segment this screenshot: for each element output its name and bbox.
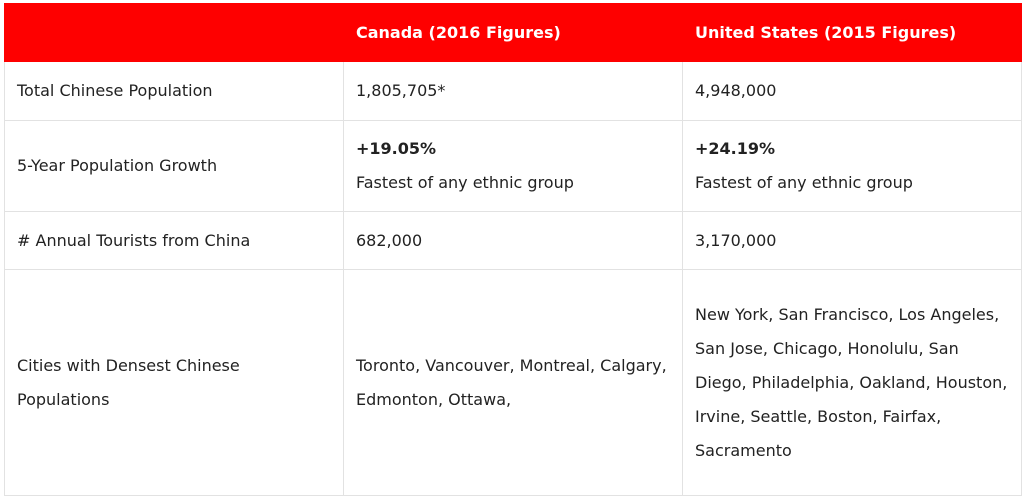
header-row: Canada (2016 Figures) United States (201… [4,3,1022,62]
us-cell: 4,948,000 [682,61,1022,121]
us-growth-note: Fastest of any ethnic group [695,173,913,192]
table-row: 5-Year Population Growth +19.05% Fastest… [4,120,1022,212]
us-cell: 3,170,000 [682,211,1022,270]
us-cell: +24.19% Fastest of any ethnic group [682,120,1022,212]
header-canada: Canada (2016 Figures) [343,3,683,62]
canada-growth-note: Fastest of any ethnic group [356,173,574,192]
canada-growth-value: +19.05% [356,139,437,158]
us-growth-value: +24.19% [695,139,776,158]
header-empty [4,3,344,62]
canada-cell: 1,805,705* [343,61,683,121]
canada-cell: 682,000 [343,211,683,270]
row-label: Total Chinese Population [4,61,344,121]
canada-cell: +19.05% Fastest of any ethnic group [343,120,683,212]
comparison-table: Canada (2016 Figures) United States (201… [4,3,1022,496]
table-row: # Annual Tourists from China 682,000 3,1… [4,211,1022,270]
row-label: 5-Year Population Growth [4,120,344,212]
header-united-states: United States (2015 Figures) [682,3,1022,62]
row-label: # Annual Tourists from China [4,211,344,270]
table-row: Cities with Densest Chinese Populations … [4,269,1022,496]
row-label: Cities with Densest Chinese Populations [4,269,344,496]
canada-cell: Toronto, Vancouver, Montreal, Calgary, E… [343,269,683,496]
table-row: Total Chinese Population 1,805,705* 4,94… [4,61,1022,121]
us-cell: New York, San Francisco, Los Angeles, Sa… [682,269,1022,496]
